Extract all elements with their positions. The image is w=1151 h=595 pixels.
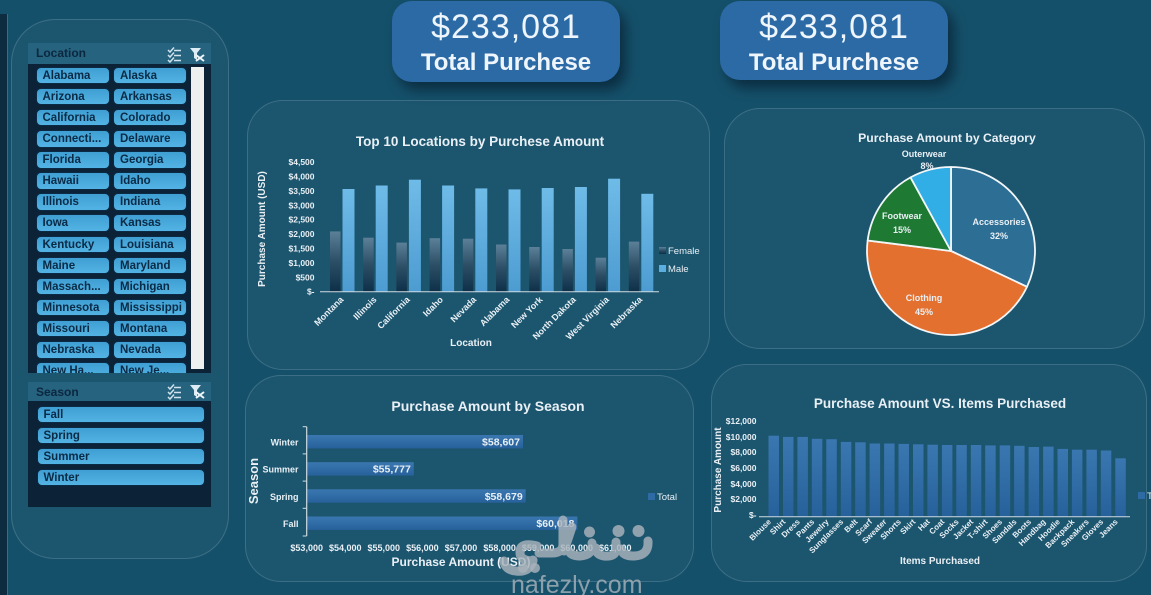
svg-text:$58,607: $58,607 xyxy=(482,437,520,449)
svg-text:$53,000: $53,000 xyxy=(290,543,323,553)
svg-text:$500: $500 xyxy=(296,272,315,282)
svg-text:Clothing: Clothing xyxy=(906,293,943,303)
svg-text:$56,000: $56,000 xyxy=(406,543,439,553)
svg-text:$1,500: $1,500 xyxy=(289,244,315,254)
svg-text:Purchase Amount VS. Items Pur: Purchase Amount VS. Items Purchased xyxy=(814,396,1066,411)
svg-text:Male: Male xyxy=(668,264,689,275)
svg-text:Outerwear: Outerwear xyxy=(902,149,947,159)
svg-text:Alabama: Alabama xyxy=(478,294,512,328)
svg-text:$58,000: $58,000 xyxy=(483,543,516,553)
svg-text:$12,000: $12,000 xyxy=(726,416,757,426)
svg-text:45%: 45% xyxy=(915,307,933,317)
svg-text:$4,000: $4,000 xyxy=(731,479,757,489)
svg-text:$58,679: $58,679 xyxy=(485,491,523,503)
svg-text:California: California xyxy=(375,294,412,331)
svg-text:$3,500: $3,500 xyxy=(289,186,315,196)
svg-text:$2,000: $2,000 xyxy=(289,229,315,239)
svg-text:$3,000: $3,000 xyxy=(289,200,315,210)
svg-text:Purchase Amount by Season: Purchase Amount by Season xyxy=(391,398,584,414)
svg-text:Nebraska: Nebraska xyxy=(608,294,644,330)
svg-text:$2,500: $2,500 xyxy=(289,215,315,225)
svg-text:$55,000: $55,000 xyxy=(368,543,401,553)
svg-text:Purchase Amount by Category: Purchase Amount by Category xyxy=(858,131,1036,145)
svg-text:$60,000: $60,000 xyxy=(560,543,593,553)
svg-text:Footwear: Footwear xyxy=(882,211,923,221)
svg-text:Nevada: Nevada xyxy=(448,294,478,324)
svg-text:Fall: Fall xyxy=(283,519,299,529)
svg-text:$54,000: $54,000 xyxy=(329,543,362,553)
svg-text:32%: 32% xyxy=(990,231,1008,241)
svg-text:$10,000: $10,000 xyxy=(726,432,757,442)
svg-text:Season: Season xyxy=(246,458,261,504)
svg-text:Female: Female xyxy=(668,246,700,257)
svg-text:Winter: Winter xyxy=(271,438,299,448)
svg-text:Top 10 Locations by Purchese A: Top 10 Locations by Purchese Amount xyxy=(356,134,605,149)
svg-text:Items Purchased: Items Purchased xyxy=(900,556,980,567)
svg-text:$4,500: $4,500 xyxy=(289,157,315,167)
svg-text:Purchase Amount (USD): Purchase Amount (USD) xyxy=(257,171,268,287)
svg-text:$8,000: $8,000 xyxy=(731,447,757,457)
svg-text:Accessories: Accessories xyxy=(972,217,1025,227)
svg-text:$1,000: $1,000 xyxy=(289,258,315,268)
svg-text:Summer: Summer xyxy=(262,465,299,475)
svg-text:Purchase Amount (USD): Purchase Amount (USD) xyxy=(392,555,531,569)
svg-text:Skirt: Skirt xyxy=(898,517,917,536)
svg-text:Spring: Spring xyxy=(270,492,299,502)
svg-text:Total: Total xyxy=(657,492,677,503)
svg-text:Idaho: Idaho xyxy=(421,294,445,318)
svg-text:15%: 15% xyxy=(893,225,911,235)
svg-text:Location: Location xyxy=(450,338,492,349)
svg-text:Illinois: Illinois xyxy=(351,295,378,322)
svg-text:Montana: Montana xyxy=(312,294,346,328)
svg-text:$55,777: $55,777 xyxy=(373,464,411,476)
svg-text:$-: $- xyxy=(749,510,757,520)
svg-text:nafezly.com: nafezly.com xyxy=(511,571,643,595)
svg-text:$57,000: $57,000 xyxy=(445,543,478,553)
svg-text:$4,000: $4,000 xyxy=(289,172,315,182)
svg-text:8%: 8% xyxy=(920,161,933,171)
svg-text:$-: $- xyxy=(307,287,315,297)
svg-text:Purchase Amount: Purchase Amount xyxy=(713,427,724,513)
svg-text:$6,000: $6,000 xyxy=(731,463,757,473)
svg-text:$2,000: $2,000 xyxy=(731,494,757,504)
svg-text:T: T xyxy=(1147,491,1151,502)
